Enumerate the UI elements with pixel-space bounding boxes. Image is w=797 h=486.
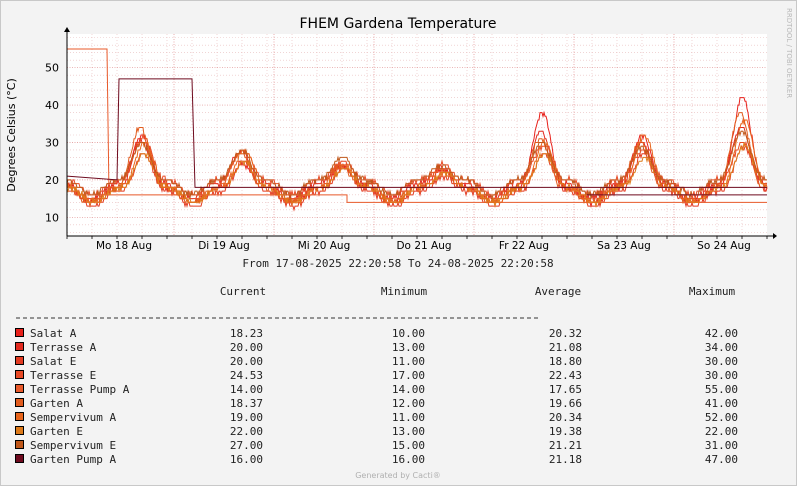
legend-header-maximum: Maximum: [689, 285, 736, 298]
legend-minimum: 15.00: [392, 439, 425, 452]
legend-series-name: Salat E: [30, 355, 76, 368]
legend-series-name: Sempervivum A: [30, 411, 116, 424]
legend-row: Terrasse E 24.53 17.00 22.43 30.00: [15, 369, 738, 382]
plot-area: 10 20 30 40 50 Mo 18 Aug Di 19 Aug Mi 20 Aug Do …: [45, 27, 777, 252]
y-tick-label: 50: [45, 62, 59, 75]
x-tick-label: Mi 20 Aug: [298, 240, 351, 252]
series-line: [66, 129, 767, 201]
y-tick-label: 30: [45, 136, 59, 149]
legend-minimum: 16.00: [392, 453, 425, 466]
legend-minimum: 13.00: [392, 425, 425, 438]
legend-average: 18.80: [549, 355, 582, 368]
legend-minimum: 17.00: [392, 369, 425, 382]
legend-swatch: [15, 412, 24, 421]
legend-current: 20.00: [230, 355, 263, 368]
x-tick-label: Di 19 Aug: [198, 240, 250, 252]
chart-title: FHEM Gardena Temperature: [300, 16, 497, 32]
legend-average: 21.18: [549, 453, 582, 466]
legend-swatch: [15, 398, 24, 407]
rrdtool-watermark: RRDTOOL / TOBI OETIKER: [785, 8, 793, 98]
legend-current: 16.00: [230, 453, 263, 466]
legend-table: Current Minimum Average Maximum Salat A 18.23…: [15, 285, 738, 466]
legend-minimum: 11.00: [392, 355, 425, 368]
legend-average: 20.32: [549, 327, 582, 340]
legend-header-average: Average: [535, 285, 581, 298]
legend-swatch: [15, 440, 24, 449]
legend-average: 19.66: [549, 397, 582, 410]
legend-average: 22.43: [549, 369, 582, 382]
legend-minimum: 11.00: [392, 411, 425, 424]
series-line: [67, 48, 767, 203]
legend-average: 21.08: [549, 341, 582, 354]
legend-current: 24.53: [230, 369, 263, 382]
legend-series-name: Terrasse Pump A: [30, 383, 130, 396]
legend-series-name: Sempervivum E: [30, 439, 116, 452]
legend-current: 18.37: [230, 397, 263, 410]
legend-row: Sempervivum E 27.00 15.00 21.21 31.00: [15, 439, 738, 452]
legend-series-name: Garten Pump A: [30, 453, 116, 466]
legend-minimum: 13.00: [392, 341, 425, 354]
legend-maximum: 30.00: [705, 369, 738, 382]
footer-credit: Generated by Cacti®: [355, 471, 441, 480]
legend-average: 19.38: [549, 425, 582, 438]
legend-swatch: [15, 356, 24, 365]
legend-minimum: 14.00: [392, 383, 425, 396]
legend-maximum: 30.00: [705, 355, 738, 368]
legend-swatch: [15, 342, 24, 351]
legend-average: 20.34: [549, 411, 582, 424]
legend-swatch: [15, 328, 24, 337]
legend-maximum: 47.00: [705, 453, 738, 466]
legend-series-name: Salat A: [30, 327, 77, 340]
time-range: From 17-08-2025 22:20:58 To 24-08-2025 2…: [242, 257, 553, 270]
legend-current: 19.00: [230, 411, 263, 424]
legend-minimum: 12.00: [392, 397, 425, 410]
y-tick-label: 40: [45, 99, 59, 112]
y-tick-label: 20: [45, 174, 59, 187]
legend-current: 14.00: [230, 383, 263, 396]
y-tick-label: 10: [45, 211, 59, 224]
series-lines: [66, 48, 768, 212]
legend-row: Garten E 22.00 13.00 19.38 22.00: [15, 425, 738, 438]
legend-maximum: 34.00: [705, 341, 738, 354]
legend-maximum: 41.00: [705, 397, 738, 410]
legend-row: Salat A 18.23 10.00 20.32 42.00: [15, 327, 738, 340]
x-tick-label: Do 21 Aug: [396, 240, 451, 252]
legend-row: Terrasse A 20.00 13.00 21.08 34.00: [15, 341, 738, 354]
legend-header-current: Current: [220, 285, 266, 298]
legend-row: Salat E 20.00 11.00 18.80 30.00: [15, 355, 738, 368]
legend-series-name: Garten E: [30, 425, 83, 438]
legend-current: 20.00: [230, 341, 263, 354]
legend-maximum: 31.00: [705, 439, 738, 452]
legend-current: 18.23: [230, 327, 263, 340]
x-tick-label: So 24 Aug: [697, 240, 751, 252]
legend-series-name: Terrasse E: [30, 369, 96, 382]
series-line: [66, 78, 767, 196]
legend-swatch: [15, 454, 24, 463]
legend-row: Garten Pump A 16.00 16.00 21.18 47.00: [15, 453, 738, 466]
legend-header-minimum: Minimum: [381, 285, 428, 298]
y-axis-label: Degrees Celsius (°C): [5, 78, 18, 192]
legend-maximum: 22.00: [705, 425, 738, 438]
legend-swatch: [15, 384, 24, 393]
legend-average: 17.65: [549, 383, 582, 396]
legend-average: 21.21: [549, 439, 582, 452]
legend-swatch: [15, 370, 24, 379]
x-tick-label: Mo 18 Aug: [96, 240, 152, 252]
legend-row: Sempervivum A 19.00 11.00 20.34 52.00: [15, 411, 738, 424]
legend-swatch: [15, 426, 24, 435]
legend-series-name: Terrasse A: [30, 341, 97, 354]
legend-maximum: 55.00: [705, 383, 738, 396]
legend-row: Terrasse Pump A 14.00 14.00 17.65 55.00: [15, 383, 738, 396]
legend-maximum: 52.00: [705, 411, 738, 424]
legend-row: Garten A 18.37 12.00 19.66 41.00: [15, 397, 738, 410]
legend-current: 22.00: [230, 425, 263, 438]
legend-series-name: Garten A: [30, 397, 83, 410]
legend-maximum: 42.00: [705, 327, 738, 340]
legend-current: 27.00: [230, 439, 263, 452]
x-tick-label: Fr 22 Aug: [499, 240, 549, 252]
legend-minimum: 10.00: [392, 327, 425, 340]
x-tick-label: Sa 23 Aug: [597, 240, 651, 252]
